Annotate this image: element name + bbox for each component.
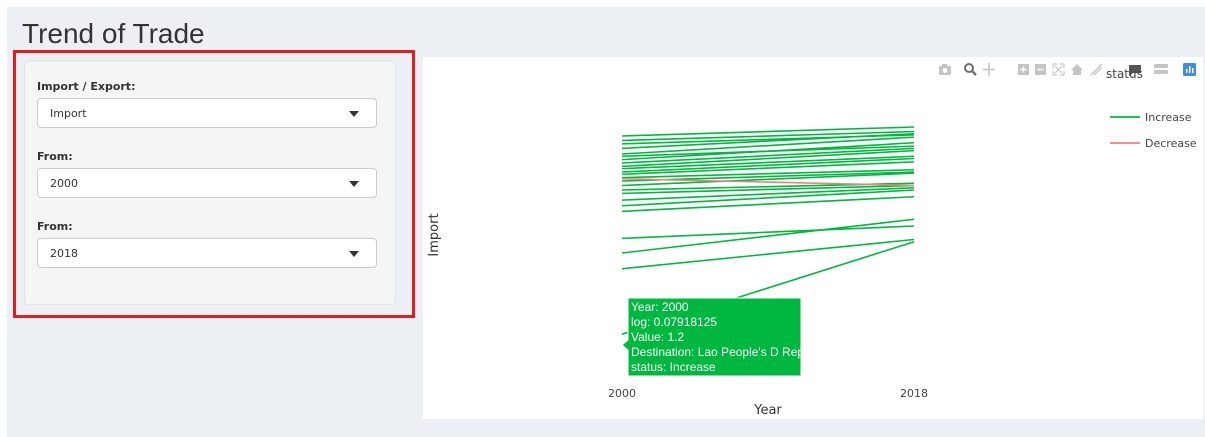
hover-compare-icon[interactable] — [1154, 64, 1168, 74]
spike-lines-icon[interactable] — [1090, 63, 1103, 76]
tooltip-line: log: 0.07918125 — [631, 315, 717, 329]
from-year-label: From: — [37, 150, 73, 163]
series-line-increase[interactable] — [621, 189, 915, 207]
page-title: Trend of Trade — [22, 18, 205, 49]
pan-icon[interactable] — [983, 63, 995, 76]
series-line-increase[interactable] — [621, 225, 915, 240]
series-line-increase[interactable] — [621, 157, 915, 173]
autoscale-icon[interactable] — [1052, 63, 1065, 76]
zoom-icon[interactable] — [964, 63, 977, 76]
tooltip-line: Value: 1.2 — [631, 330, 684, 344]
x-tick-label: 2000 — [608, 387, 636, 400]
tooltip-line: Year: 2000 — [631, 300, 689, 314]
zoom-out-icon[interactable] — [1035, 64, 1046, 75]
series-line-increase[interactable] — [621, 184, 915, 195]
chevron-down-icon — [349, 251, 359, 257]
series-line-increase[interactable] — [621, 132, 915, 150]
zoom-in-icon[interactable] — [1018, 64, 1029, 75]
chevron-down-icon — [349, 181, 359, 187]
legend-label: Decrease — [1145, 137, 1197, 150]
tooltip-background — [621, 297, 802, 377]
to-year-select[interactable]: 2018 — [37, 238, 377, 268]
series-line-increase[interactable] — [621, 155, 915, 170]
plot-panel — [423, 57, 1203, 419]
from-year-select-value: 2000 — [50, 177, 78, 190]
tooltip-line: Destination: Lao People's D Rep — [631, 345, 804, 359]
reset-axes-icon[interactable] — [1071, 64, 1083, 75]
series-line-decrease[interactable] — [621, 177, 915, 187]
series-line-increase[interactable] — [621, 218, 915, 254]
legend-label: Increase — [1145, 111, 1192, 124]
from-year-select[interactable]: 2000 — [37, 168, 377, 198]
to-year-select-value: 2018 — [50, 247, 78, 260]
legend-item-decrease[interactable]: Decrease — [1110, 137, 1197, 150]
series-line-increase[interactable] — [621, 126, 915, 137]
tooltip-line: status: Increase — [631, 360, 716, 374]
series-line-increase[interactable] — [621, 168, 915, 179]
import-export-select[interactable]: Import — [37, 98, 377, 128]
series-line-increase[interactable] — [621, 238, 915, 270]
series-line-increase[interactable] — [621, 147, 915, 164]
y-axis-label: Import — [427, 213, 442, 256]
series-line-increase[interactable] — [621, 172, 915, 187]
x-tick-label: 2018 — [900, 387, 928, 400]
modebar — [939, 63, 1196, 76]
legend-title: status — [1106, 67, 1143, 81]
camera-icon[interactable] — [939, 64, 951, 75]
series-line-increase[interactable] — [621, 130, 915, 142]
import-export-label: Import / Export: — [37, 80, 136, 93]
import-export-select-value: Import — [50, 107, 87, 120]
series-line-increase[interactable] — [621, 136, 915, 155]
to-year-label: From: — [37, 220, 73, 233]
legend-item-increase[interactable]: Increase — [1110, 111, 1192, 124]
series-line-increase[interactable] — [621, 141, 915, 161]
series-line-increase[interactable] — [621, 149, 915, 168]
hover-closest-icon[interactable] — [1129, 65, 1141, 76]
x-axis-label: Year — [753, 403, 782, 418]
chevron-down-icon — [349, 111, 359, 117]
line-chart: status Increase Decrease 2000 2018 Year Im… — [427, 63, 1197, 418]
series-line-increase[interactable] — [621, 161, 915, 176]
series-line-increase[interactable] — [621, 195, 915, 213]
highlight-annotation-box — [13, 50, 415, 318]
plotly-logo-icon[interactable] — [1183, 63, 1196, 76]
series-line-increase[interactable] — [621, 186, 915, 201]
